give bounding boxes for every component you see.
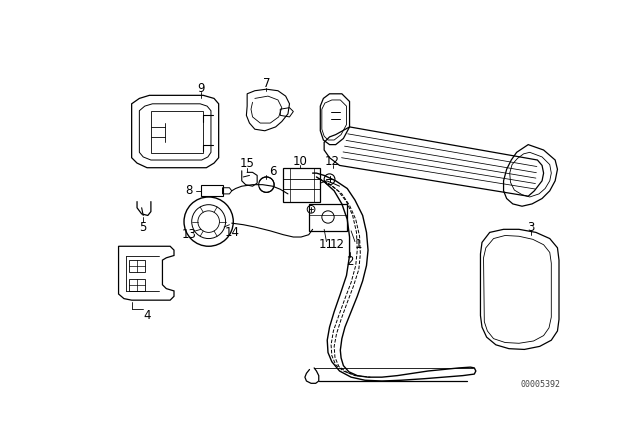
Bar	[284, 168, 320, 202]
Bar	[201, 185, 223, 196]
Bar	[151, 111, 204, 153]
Text: 13: 13	[182, 228, 197, 241]
Text: 1: 1	[355, 238, 362, 251]
Text: 5: 5	[140, 220, 147, 233]
Text: 4: 4	[143, 309, 151, 322]
Text: 6: 6	[269, 165, 276, 178]
Bar	[129, 260, 145, 272]
Text: 7: 7	[262, 77, 270, 90]
Text: 12: 12	[325, 155, 340, 168]
Bar	[308, 204, 348, 231]
Text: 8: 8	[186, 184, 193, 197]
Text: 2: 2	[346, 255, 353, 268]
Text: 00005392: 00005392	[520, 380, 561, 389]
Text: 9: 9	[197, 82, 205, 95]
Text: 10: 10	[293, 155, 308, 168]
Text: 3: 3	[527, 220, 534, 233]
Text: 15: 15	[240, 157, 255, 170]
Text: 12: 12	[330, 238, 345, 251]
Bar	[129, 279, 145, 291]
Text: 11: 11	[319, 238, 334, 251]
Text: 14: 14	[224, 226, 239, 239]
